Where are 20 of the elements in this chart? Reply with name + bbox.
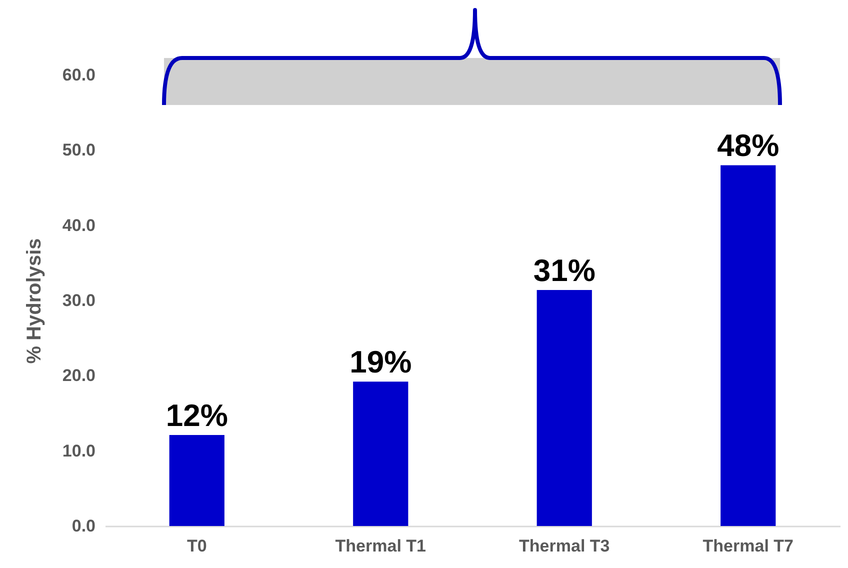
y-tick-label: 10.0 [62, 441, 96, 460]
bar [720, 165, 776, 526]
y-tick-label: 40.0 [62, 216, 96, 235]
y-tick-label: 20.0 [62, 366, 96, 386]
bar [536, 290, 592, 526]
y-tick-label: 30.0 [62, 291, 96, 310]
y-tick-label: 0.0 [72, 516, 96, 536]
y-tick-label: 50.0 [62, 140, 96, 160]
data-label: 48% [717, 128, 780, 164]
data-label: 12% [166, 398, 228, 434]
y-tick-label: 60.0 [62, 66, 96, 84]
data-label: 31% [533, 252, 596, 288]
bar [169, 435, 224, 526]
y-axis-title: % Hydrolysis [23, 238, 46, 364]
x-tick-label: Thermal T7 [702, 536, 794, 556]
bar [353, 382, 408, 526]
data-label: 19% [350, 344, 412, 380]
x-tick-label: Thermal T1 [335, 536, 426, 556]
x-tick-label: T0 [186, 536, 207, 556]
x-tick-label: Thermal T3 [519, 536, 610, 556]
